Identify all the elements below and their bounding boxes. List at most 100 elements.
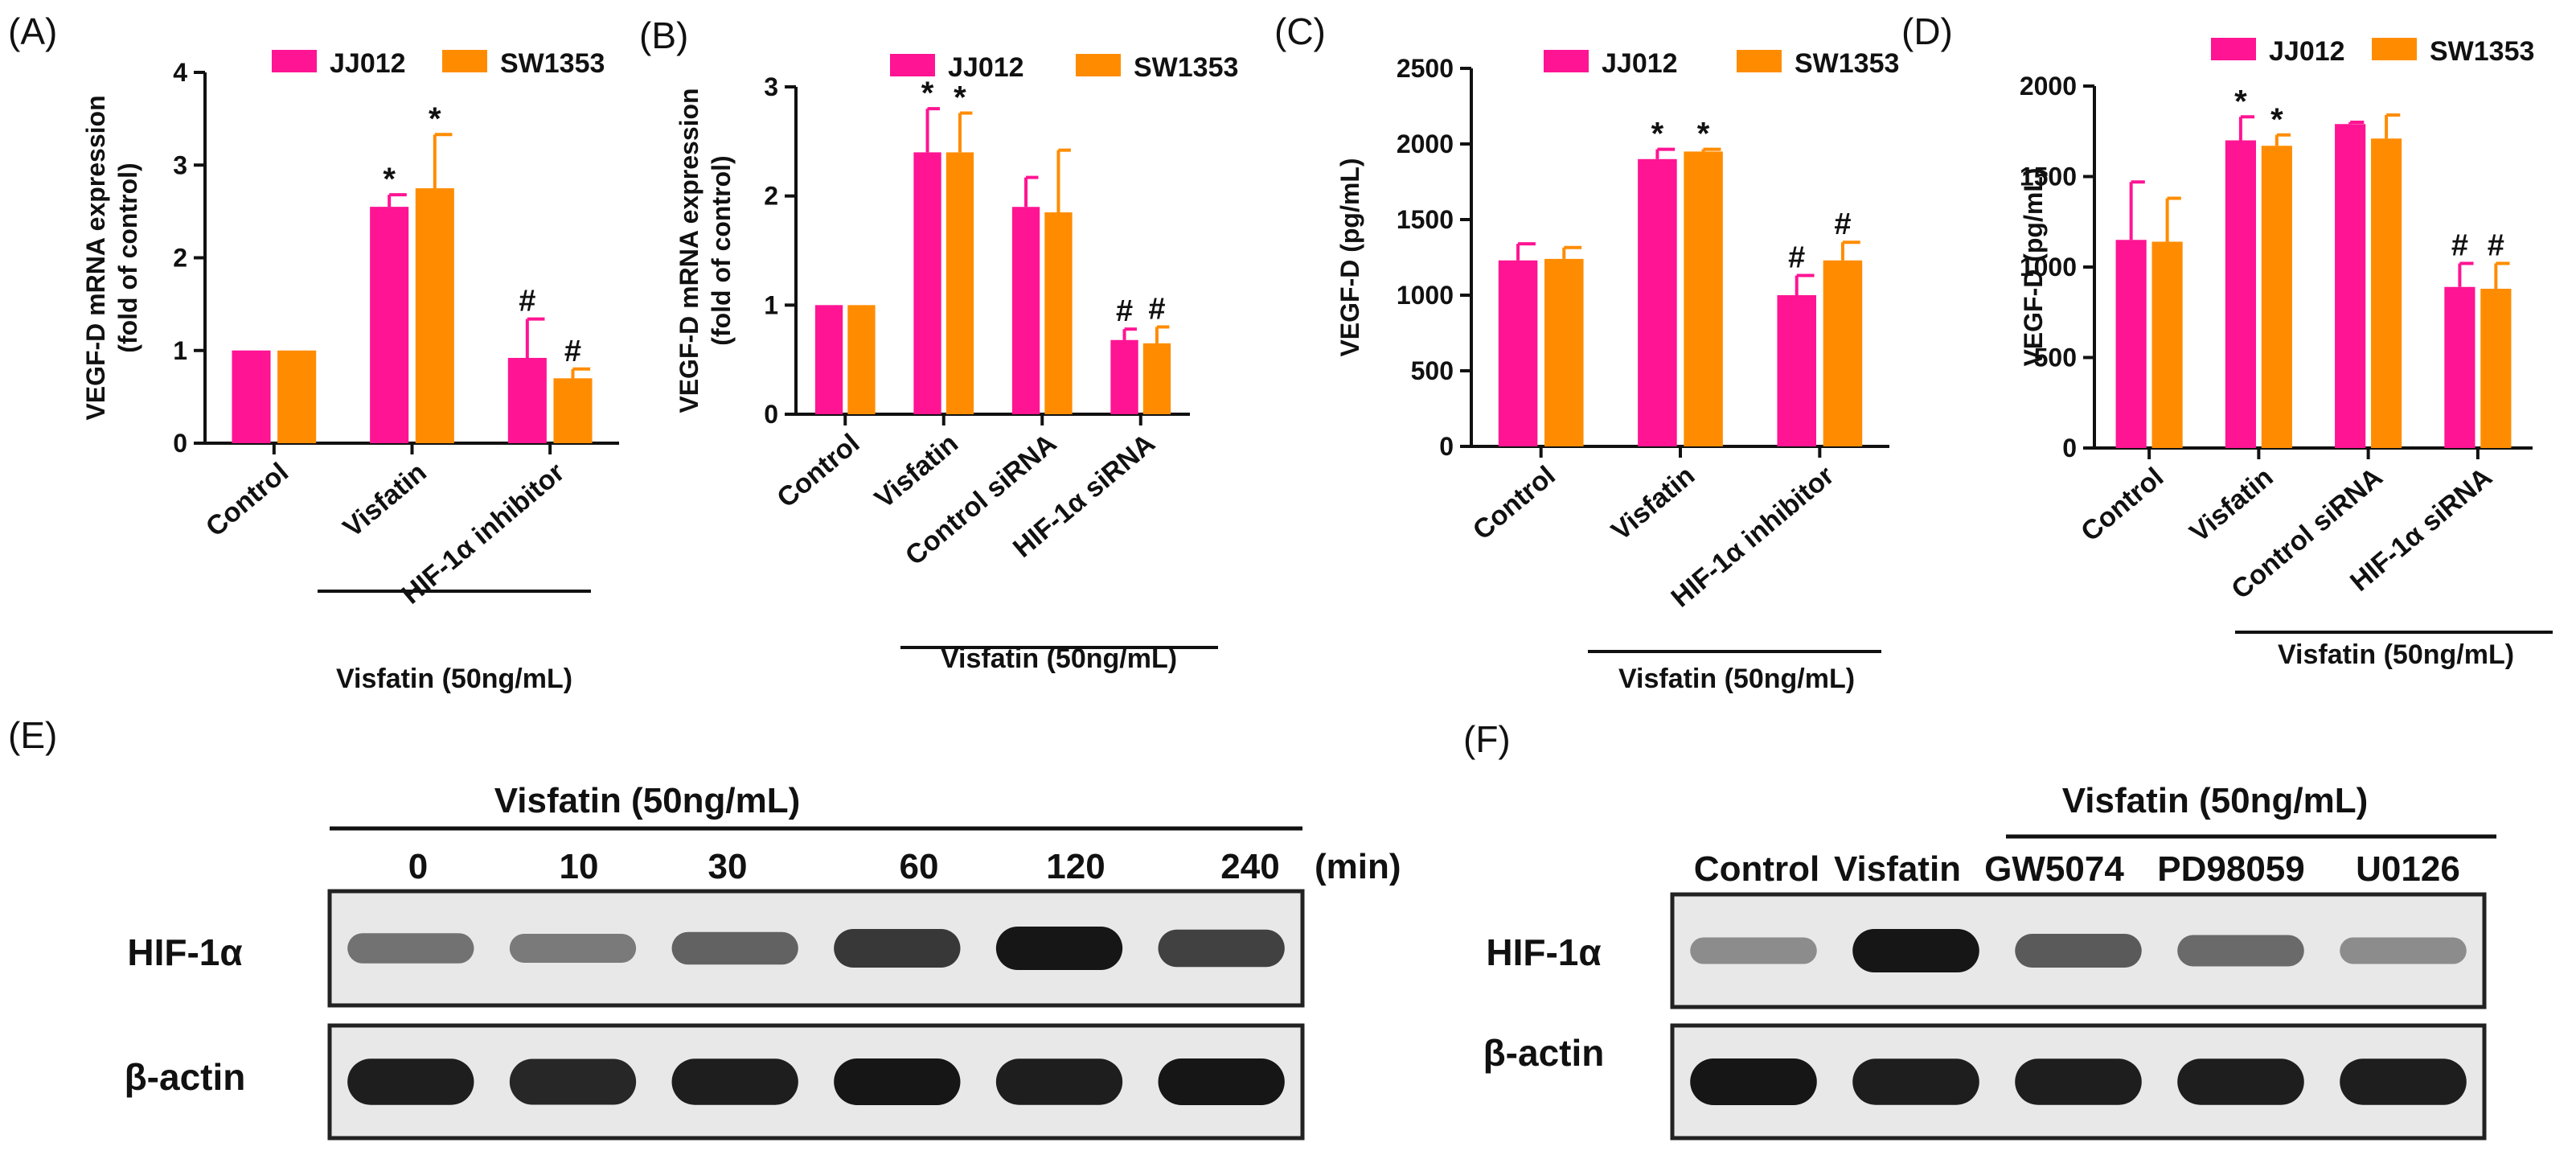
panel-label: (B) [639, 14, 688, 56]
legend-label: JJ012 [2269, 36, 2345, 67]
y-tick-label: 500 [1411, 356, 1454, 385]
bar [2115, 240, 2147, 448]
hif-band [671, 931, 798, 965]
actin-band [2340, 1058, 2467, 1105]
lane-unit-label: (min) [1315, 847, 1401, 886]
row-label: HIF-1α [127, 931, 242, 973]
legend-label: JJ012 [948, 52, 1024, 83]
lane-label: GW5074 [1984, 849, 2124, 889]
hif-band [1690, 937, 1817, 964]
bar [370, 207, 409, 443]
bar-charts: (A) JJ012 SW1353 0 1 2 3 4 VEGF-D mRNA expressio… [8, 10, 2553, 694]
hif-band [2177, 935, 2304, 967]
y-tick-label: 2000 [1397, 129, 1454, 158]
legend-label: SW1353 [1134, 52, 1238, 83]
lane-label: U0126 [2356, 849, 2460, 889]
bar [1777, 295, 1816, 446]
significance-mark: * [1697, 117, 1710, 152]
bar [277, 350, 317, 443]
bar [2335, 124, 2366, 448]
significance-mark: * [429, 101, 441, 137]
y-tick-label: 3 [764, 72, 778, 101]
significance-mark: # [564, 335, 581, 368]
row-label: HIF-1α [1486, 931, 1601, 973]
legend-swatch [890, 54, 935, 76]
y-tick-label: 3 [173, 150, 187, 179]
legend-swatch [2372, 38, 2417, 60]
y-axis-label: (fold of control) [707, 155, 736, 345]
legend-label: SW1353 [1795, 48, 1899, 79]
legend-swatch [2211, 38, 2256, 60]
actin-band [2177, 1058, 2304, 1105]
blot-membrane [327, 1023, 1305, 1141]
hif-band [2015, 934, 2142, 968]
legend-swatch [442, 50, 487, 72]
significance-mark: * [954, 80, 966, 116]
actin-band [834, 1058, 961, 1105]
significance-mark: * [1651, 117, 1664, 152]
significance-mark: # [1834, 208, 1851, 241]
hif-band [995, 927, 1123, 970]
blot-panel-e: (E) Visfatin (50ng/mL) 0 10 30 60 120 240 (min) H… [8, 714, 1401, 1141]
bar [945, 152, 974, 414]
chart-panel-a: (A) JJ012 SW1353 0 1 2 3 4 VEGF-D mRNA expressio… [8, 10, 619, 694]
bar [1684, 151, 1723, 446]
bar [232, 350, 271, 443]
significance-mark: # [2451, 229, 2468, 263]
bar [814, 305, 843, 414]
significance-mark: # [2488, 229, 2504, 263]
bar [913, 152, 941, 414]
y-tick-label: 1500 [2020, 162, 2077, 191]
significance-mark: # [1148, 292, 1165, 326]
actin-band [509, 1058, 637, 1105]
bar [1544, 258, 1584, 446]
significance-mark: * [921, 76, 934, 111]
bar [2151, 241, 2183, 448]
significance-mark: # [519, 285, 535, 319]
x-category-label: Visfatin [869, 428, 964, 515]
y-tick-label: 1 [173, 336, 187, 365]
legend-label: JJ012 [1602, 48, 1678, 79]
hif-band [1852, 929, 1979, 972]
significance-mark: # [1116, 294, 1133, 328]
panel-label: (C) [1274, 10, 1326, 52]
group-label: Visfatin (50ng/mL) [941, 643, 1177, 674]
lane-label: Control [1694, 849, 1819, 889]
x-category-label: Control [771, 428, 865, 514]
blot-panel-f: (F) Visfatin (50ng/mL) Control Visfatin GW50… [1463, 718, 2496, 1141]
hif-band [347, 933, 474, 964]
significance-mark: * [2234, 84, 2247, 119]
bar [2261, 146, 2292, 448]
y-tick-label: 0 [1439, 432, 1454, 461]
bar [1498, 260, 1538, 446]
bar [2444, 286, 2476, 448]
x-category-label: Control [2075, 462, 2169, 548]
lane-label: Visfatin [1834, 849, 1961, 889]
x-category-label: Visfatin [1606, 460, 1700, 547]
actin-band [1852, 1058, 1979, 1105]
row-label: β-actin [1483, 1032, 1605, 1074]
bar [2371, 138, 2402, 448]
x-category-label: Visfatin [338, 457, 433, 544]
panel-label: (E) [8, 714, 57, 756]
y-axis-label: VEGF-D (pg/mL) [1335, 158, 1364, 356]
actin-band [671, 1058, 798, 1105]
y-axis-label: VEGF-D mRNA expression [81, 95, 110, 420]
legend-swatch [1076, 54, 1121, 76]
bar [2480, 289, 2512, 448]
group-label: Visfatin (50ng/mL) [1618, 664, 1855, 694]
actin-band [347, 1058, 474, 1105]
chart-panel-c: (C) JJ012 SW1353 0 500 1000 1500 2000 2500 VEGF-D… [1274, 10, 1899, 694]
bar [1044, 212, 1073, 414]
legend-label: JJ012 [330, 48, 406, 79]
y-tick-label: 0 [764, 400, 778, 429]
legend-swatch [1544, 50, 1589, 72]
actin-band [995, 1058, 1123, 1105]
western-blots: (E) Visfatin (50ng/mL) 0 10 30 60 120 240 (min) H… [8, 714, 2496, 1141]
group-label: Visfatin (50ng/mL) [2278, 639, 2514, 670]
y-axis-label: (fold of control) [113, 162, 142, 352]
y-tick-label: 500 [2034, 343, 2077, 372]
bar [1638, 158, 1677, 447]
bar [1110, 339, 1138, 414]
y-tick-label: 2 [173, 244, 187, 273]
